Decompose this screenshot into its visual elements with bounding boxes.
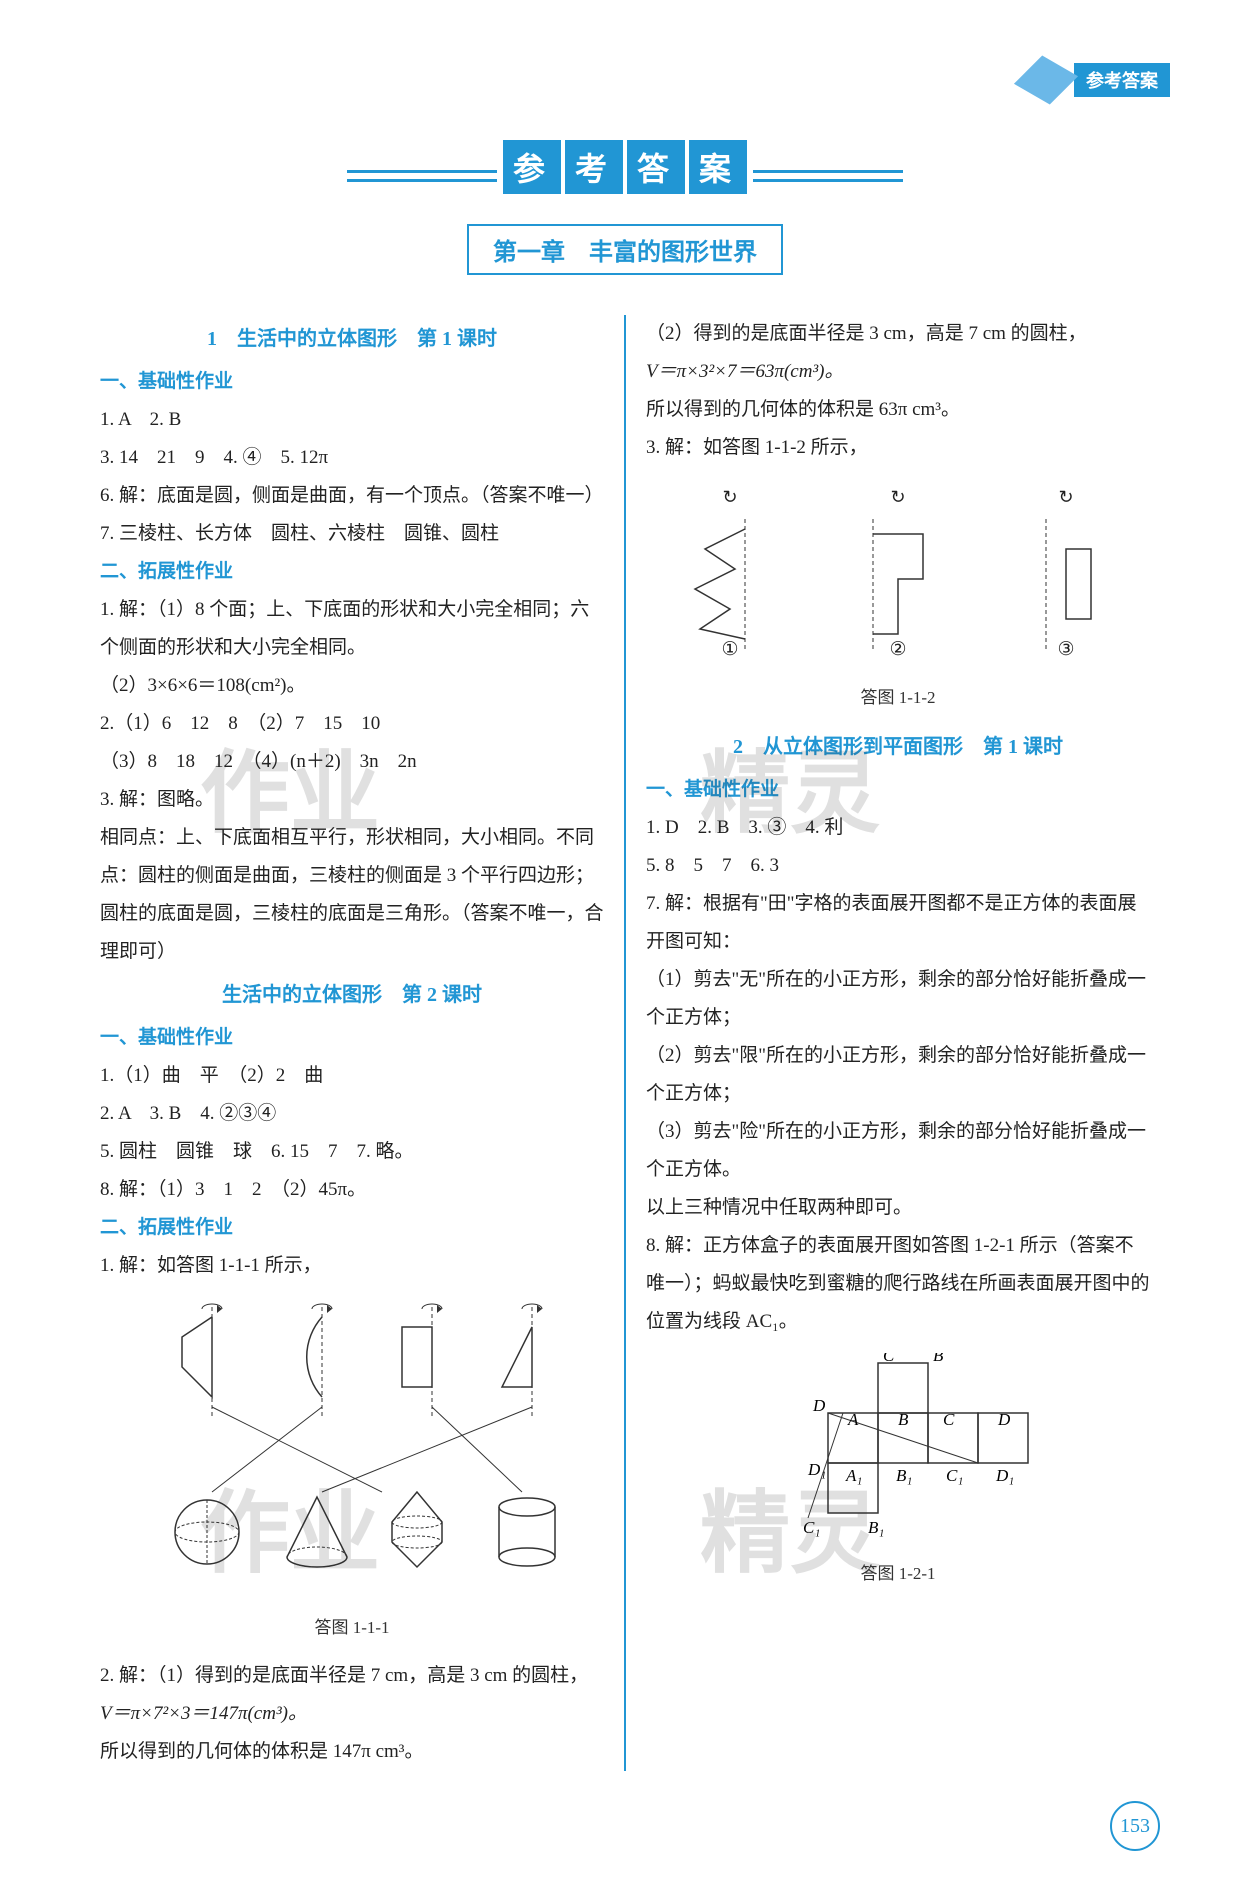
right-l1: （2）得到的是底面半径是 3 cm，高是 7 cm 的圆柱， [646, 315, 1150, 353]
left-l8: （3）8 18 12 （4）(n＋2) 3n 2n [100, 743, 604, 781]
rotate-arrow-icon: ↻ [843, 479, 953, 515]
shape-112-2: ↻ [843, 479, 953, 619]
right-l7: 7. 解：根据有"田"字格的表面展开图都不是正方体的表面展开图可知： [646, 885, 1150, 961]
svg-text:C₁: C₁ [803, 1518, 820, 1537]
sec3-title: 2 从立体图形到平面图形 第 1 课时 [646, 727, 1150, 767]
sub4: 二、拓展性作业 [100, 1209, 604, 1247]
left-l10: 相同点：上、下底面相互平行，形状相同，大小相同。不同点：圆柱的侧面是曲面，三棱柱… [100, 819, 604, 971]
main-title: 参考答案 [501, 140, 749, 194]
rotate-arrow-icon: ↻ [1011, 479, 1121, 515]
diagram-121: B C D A B C D D₁ A₁ B₁ C₁ D₁ C₁ B₁ 答图 1-… [646, 1353, 1150, 1591]
title-char-1: 考 [565, 140, 623, 194]
svg-text:A₁: A₁ [845, 1466, 862, 1485]
svg-text:C: C [883, 1353, 895, 1365]
sub2: 二、拓展性作业 [100, 553, 604, 591]
shape-112-1: ↻ [675, 479, 785, 619]
svg-text:C: C [943, 1410, 955, 1429]
left-l1: 1. A 2. B [100, 401, 604, 439]
left-l12: 2. A 3. B 4. ②③④ [100, 1095, 604, 1133]
title-bar-left [347, 164, 497, 188]
left-l3: 6. 解：底面是圆，侧面是曲面，有一个顶点。（答案不唯一） [100, 477, 604, 515]
title-bar-right [753, 164, 903, 188]
left-l16: 2. 解：（1）得到的是底面半径是 7 cm，高是 3 cm 的圆柱， [100, 1657, 604, 1695]
right-l12: 8. 解：正方体盒子的表面展开图如答图 1-2-1 所示（答案不唯一）；蚂蚁最快… [646, 1227, 1150, 1341]
chapter-box: 第一章 丰富的图形世界 [80, 224, 1170, 275]
left-l6: （2）3×6×6＝108(cm²)。 [100, 667, 604, 705]
left-l5: 1. 解：（1）8 个面；上、下底面的形状和大小完全相同；六个侧面的形状和大小完… [100, 591, 604, 667]
diagram-112-row: ↻ ↻ ↻ [646, 479, 1150, 619]
svg-text:D₁: D₁ [807, 1460, 826, 1479]
diagram-112: ↻ ↻ ↻ [646, 479, 1150, 715]
badge-text: 参考答案 [1074, 63, 1170, 97]
svg-text:B: B [933, 1353, 944, 1365]
sub1: 一、基础性作业 [100, 363, 604, 401]
shape-112-3: ↻ [1011, 479, 1121, 619]
sec2-title: 生活中的立体图形 第 2 课时 [100, 975, 604, 1015]
fig121-label: 答图 1-2-1 [646, 1557, 1150, 1591]
left-l2: 3. 14 21 9 4. ④ 5. 12π [100, 439, 604, 477]
title-char-3: 案 [689, 140, 747, 194]
sub3: 一、基础性作业 [100, 1019, 604, 1057]
left-l4: 7. 三棱柱、长方体 圆柱、六棱柱 圆锥、圆柱 [100, 515, 604, 553]
right-l9: （2）剪去"限"所在的小正方形，剩余的部分恰好能折叠成一个正方体； [646, 1037, 1150, 1113]
right-l8: （1）剪去"无"所在的小正方形，剩余的部分恰好能折叠成一个正方体； [646, 961, 1150, 1037]
main-title-wrap: 参考答案 [80, 140, 1170, 194]
header-badge: 参考答案 [1026, 60, 1170, 100]
left-l17: V＝π×7²×3＝147π(cm³)。 [100, 1695, 604, 1733]
left-l7: 2.（1）6 12 8 （2）7 15 10 [100, 705, 604, 743]
svg-text:A: A [847, 1410, 859, 1429]
right-l6: 5. 8 5 7 6. 3 [646, 847, 1150, 885]
fig112-label: 答图 1-1-2 [646, 681, 1150, 715]
svg-text:D₁: D₁ [995, 1466, 1014, 1485]
right-l2: V＝π×3²×7＝63π(cm³)。 [646, 353, 1150, 391]
left-l13: 5. 圆柱 圆锥 球 6. 15 7 7. 略。 [100, 1133, 604, 1171]
svg-text:B: B [898, 1410, 909, 1429]
right-column: （2）得到的是底面半径是 3 cm，高是 7 cm 的圆柱， V＝π×3²×7＝… [626, 315, 1170, 1771]
page-number: 153 [1110, 1801, 1160, 1851]
right-l10: （3）剪去"险"所在的小正方形，剩余的部分恰好能折叠成一个正方体。 [646, 1113, 1150, 1189]
diagram-111: 答图 1-1-1 [100, 1297, 604, 1645]
diagram-121-svg: B C D A B C D D₁ A₁ B₁ C₁ D₁ C₁ B₁ [718, 1353, 1078, 1553]
svg-text:B₁: B₁ [868, 1518, 884, 1537]
title-char-0: 参 [503, 140, 561, 194]
right-l3: 所以得到的几何体的体积是 63π cm³。 [646, 391, 1150, 429]
svg-text:B₁: B₁ [896, 1466, 912, 1485]
left-l9: 3. 解：图略。 [100, 781, 604, 819]
svg-text:C₁: C₁ [946, 1466, 963, 1485]
svg-text:D: D [812, 1396, 826, 1415]
left-l14: 8. 解：（1）3 1 2 （2）45π。 [100, 1171, 604, 1209]
left-l15: 1. 解：如答图 1-1-1 所示， [100, 1247, 604, 1285]
left-l18: 所以得到的几何体的体积是 147π cm³。 [100, 1733, 604, 1771]
sub5: 一、基础性作业 [646, 771, 1150, 809]
title-char-2: 答 [627, 140, 685, 194]
columns: 1 生活中的立体图形 第 1 课时 一、基础性作业 1. A 2. B 3. 1… [80, 315, 1170, 1771]
left-l11: 1.（1）曲 平 （2）2 曲 [100, 1057, 604, 1095]
right-l5: 1. D 2. B 3. ③ 4. 利 [646, 809, 1150, 847]
right-l11: 以上三种情况中任取两种即可。 [646, 1189, 1150, 1227]
right-l4: 3. 解：如答图 1-1-2 所示， [646, 429, 1150, 467]
cube-icon [1014, 56, 1078, 105]
sec1-title: 1 生活中的立体图形 第 1 课时 [100, 319, 604, 359]
chapter-title: 第一章 丰富的图形世界 [467, 224, 783, 275]
left-column: 1 生活中的立体图形 第 1 课时 一、基础性作业 1. A 2. B 3. 1… [80, 315, 626, 1771]
rotate-arrow-icon: ↻ [675, 479, 785, 515]
fig111-label: 答图 1-1-1 [100, 1611, 604, 1645]
diagram-111-svg [122, 1297, 582, 1607]
svg-text:D: D [997, 1410, 1011, 1429]
